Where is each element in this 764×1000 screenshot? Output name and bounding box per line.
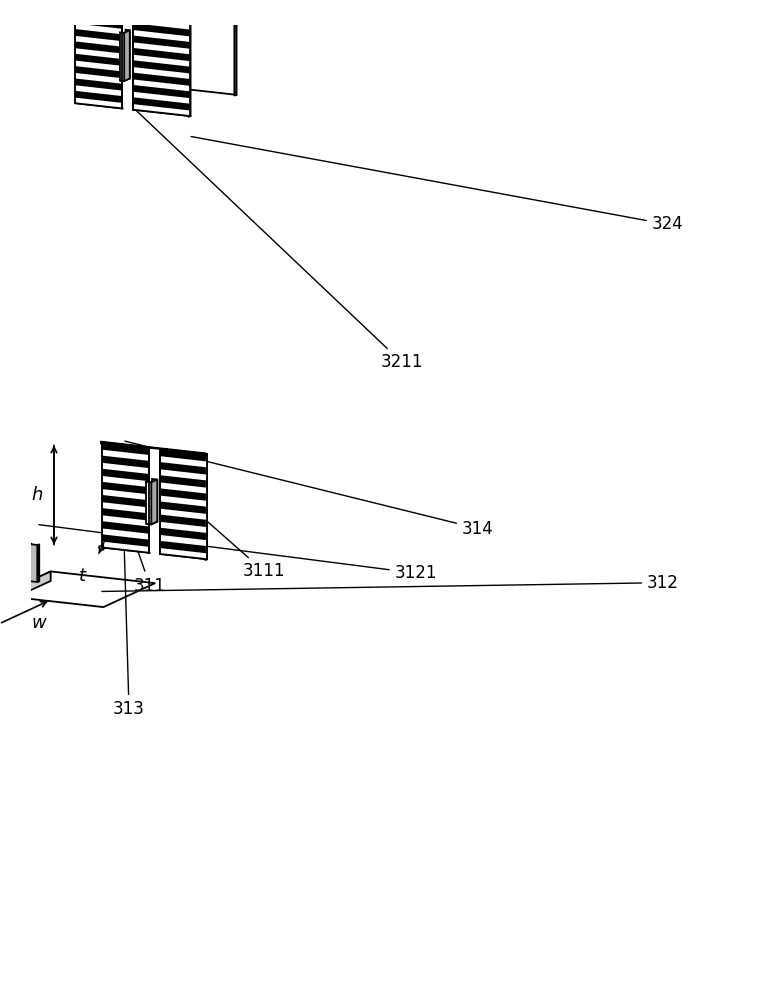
Polygon shape [235,0,236,96]
Polygon shape [102,528,150,540]
Polygon shape [189,5,190,117]
Text: 314: 314 [125,441,494,538]
Polygon shape [133,0,190,116]
Text: w: w [31,614,47,632]
Polygon shape [102,515,150,527]
Text: t: t [79,567,86,585]
Polygon shape [76,85,122,96]
Polygon shape [133,79,190,91]
Polygon shape [133,18,190,30]
Polygon shape [146,521,157,524]
Polygon shape [76,11,122,22]
Polygon shape [160,522,207,533]
Text: 312: 312 [102,574,679,592]
Polygon shape [102,476,150,487]
Polygon shape [133,42,190,54]
Polygon shape [170,4,177,54]
Polygon shape [76,0,122,108]
Polygon shape [133,55,190,67]
Polygon shape [160,482,207,494]
Polygon shape [102,450,150,461]
Polygon shape [160,496,207,507]
Polygon shape [0,571,50,605]
Polygon shape [122,0,133,110]
Text: 3221: 3221 [0,999,1,1000]
Text: 311: 311 [108,467,166,595]
Polygon shape [150,448,160,554]
Text: 323: 323 [0,999,1,1000]
Text: 313: 313 [113,519,145,718]
Polygon shape [160,509,207,520]
Polygon shape [76,0,122,10]
Polygon shape [151,480,157,524]
Polygon shape [76,98,122,108]
Polygon shape [76,61,122,71]
Polygon shape [152,479,157,522]
Text: 322: 322 [0,999,1,1000]
Polygon shape [160,449,207,559]
Polygon shape [30,543,31,581]
Polygon shape [120,78,130,81]
Polygon shape [160,535,207,546]
Polygon shape [165,6,173,57]
Polygon shape [102,443,150,553]
Polygon shape [133,92,190,104]
Polygon shape [133,104,190,116]
Polygon shape [37,544,39,582]
Text: 3111: 3111 [148,469,285,580]
Polygon shape [102,502,150,513]
Polygon shape [102,489,150,500]
Polygon shape [100,442,207,454]
Polygon shape [160,548,207,559]
Polygon shape [124,30,130,81]
Polygon shape [0,571,155,607]
Polygon shape [133,67,190,79]
Polygon shape [173,5,177,57]
Polygon shape [133,5,190,17]
Polygon shape [76,36,122,47]
Polygon shape [120,32,124,81]
Polygon shape [205,453,207,455]
Polygon shape [76,24,122,34]
Polygon shape [205,454,207,560]
Polygon shape [121,0,236,95]
Polygon shape [133,30,190,42]
Polygon shape [73,0,190,6]
Text: 324: 324 [191,137,684,233]
Text: 3121: 3121 [39,525,437,582]
Polygon shape [102,463,150,474]
Polygon shape [30,544,37,582]
Polygon shape [160,469,207,480]
Polygon shape [102,542,150,553]
Polygon shape [100,443,207,455]
Text: h: h [31,486,43,504]
Polygon shape [160,456,207,467]
Polygon shape [125,30,130,78]
Polygon shape [76,48,122,59]
Polygon shape [146,482,151,524]
Text: 3211: 3211 [127,101,423,371]
Text: 321: 321 [0,999,1,1000]
Polygon shape [76,73,122,84]
